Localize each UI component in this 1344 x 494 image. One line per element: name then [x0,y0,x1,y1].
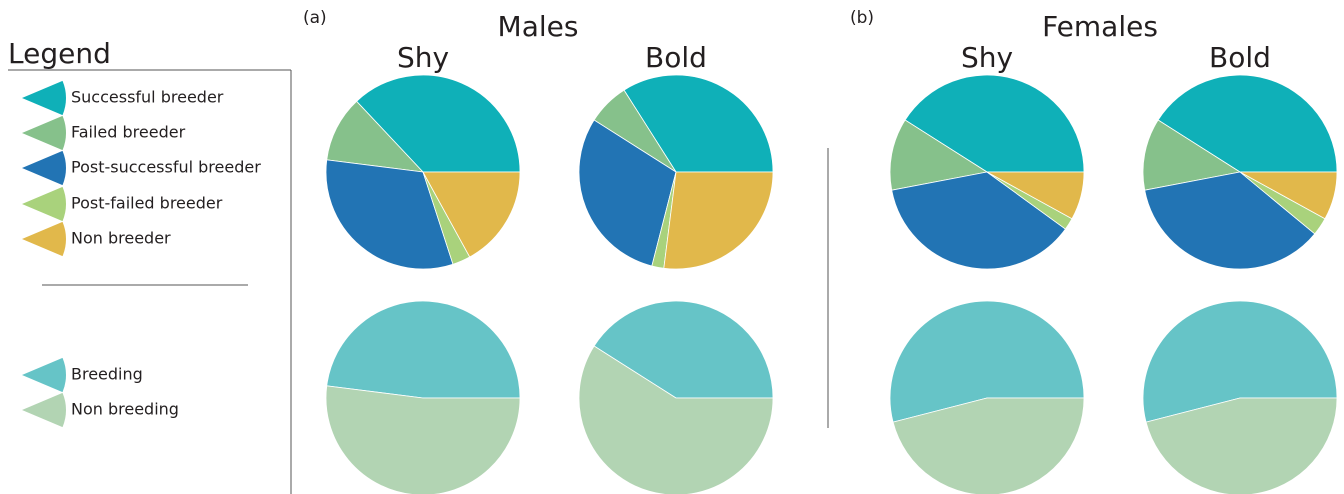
pie-slice [892,397,1085,494]
panel-label: (b) [850,8,874,28]
pie-title: Shy [397,41,449,74]
pie-slice [1142,300,1338,423]
pie-slice [1239,171,1338,220]
legend-swatch [22,150,66,186]
pie-slice [326,300,521,399]
legend-label: Non breeding [71,400,179,419]
pie-slice [889,300,1085,423]
panel-title: Males [498,10,579,43]
legend-swatch [22,221,66,257]
pie-title: Shy [961,41,1013,74]
pie-slice [1144,171,1316,270]
panel-label: (a) [303,8,327,28]
pie-slice [891,171,1067,270]
pie-slice [325,159,454,270]
panel-title: Females [1042,10,1158,43]
pie-slice [1157,74,1338,173]
pie-title: Bold [645,41,707,74]
pie-slice [1142,119,1242,191]
pie-slice [356,74,521,173]
legend-label: Post-failed breeder [71,194,223,213]
pie-slice [578,119,677,267]
pie-slice [1145,397,1338,494]
pie-slice [623,74,774,173]
pie-slice [986,171,1085,220]
pie-slice [325,385,521,494]
legend-swatch [22,115,66,151]
legend-label: Successful breeder [71,88,224,107]
legend-label: Breeding [71,365,143,384]
pie-slice [422,171,521,258]
pie-slice [663,171,774,270]
pie-slice [593,300,774,399]
legend-title: Legend [8,37,111,70]
legend-label: Post-successful breeder [71,158,261,177]
legend-swatch [22,357,66,393]
legend-swatch [22,186,66,222]
pie-slice [889,119,989,191]
pie-slice [326,100,425,173]
legend-swatch [22,80,66,116]
legend-label: Non breeder [71,229,171,248]
pie-slice [578,345,774,494]
legend-swatch [22,392,66,428]
pie-slice [904,74,1085,173]
legend-label: Failed breeder [71,123,186,142]
pie-title: Bold [1209,41,1271,74]
